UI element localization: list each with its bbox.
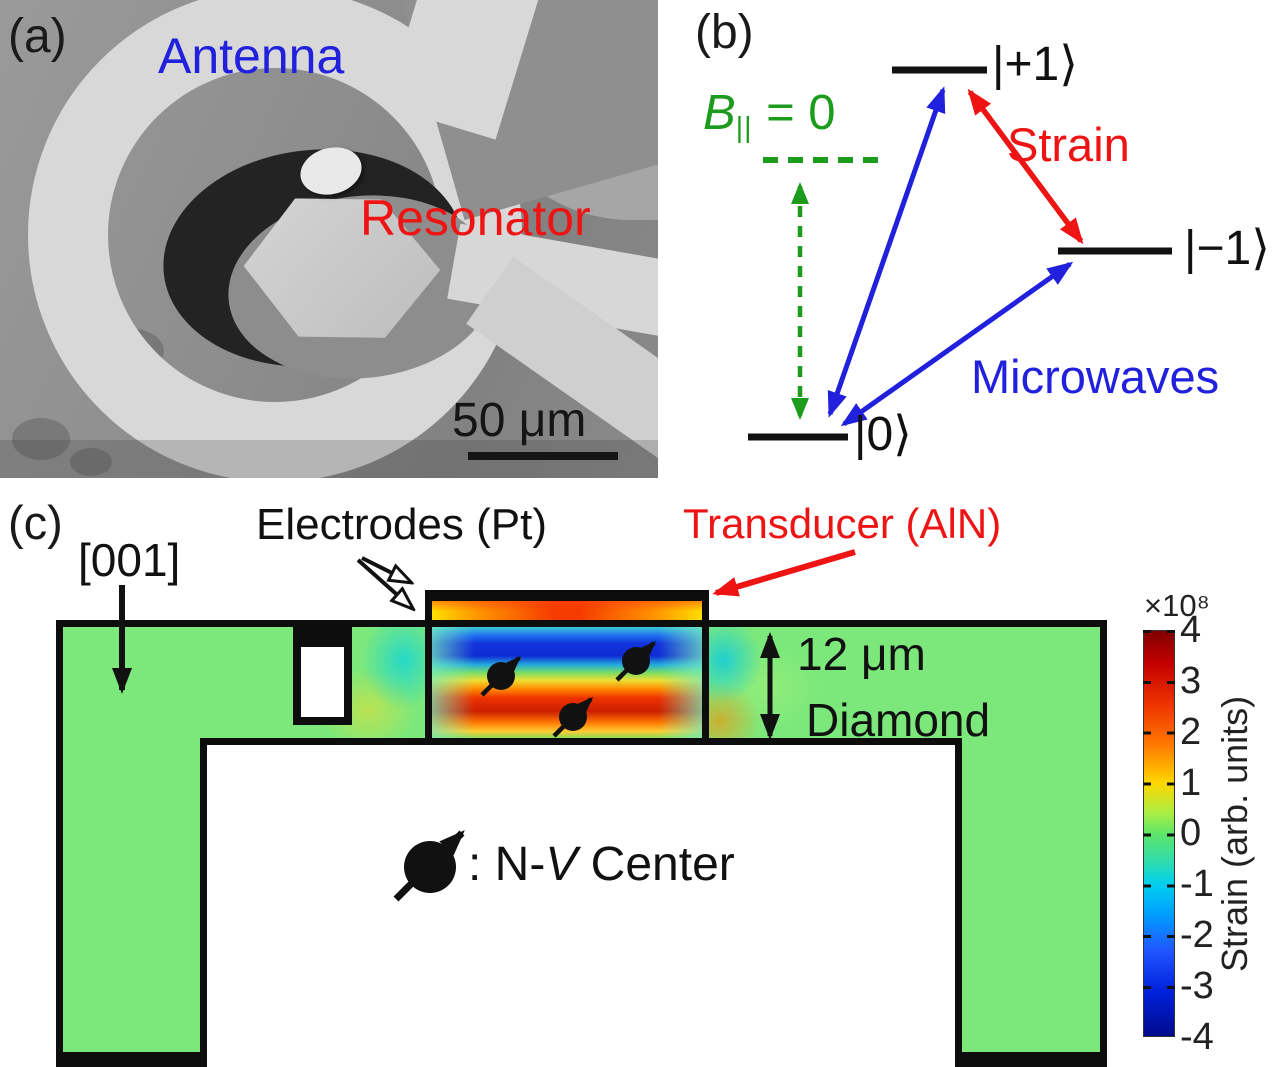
electrode-pointer-arrow-top [361,556,410,582]
colorbar-tick: -2 [1180,914,1214,956]
nv-legend-italic: V [545,838,578,891]
diamond-right-leg [955,745,1100,1052]
top-electrode-bar [425,590,709,601]
right-foot-bar [955,1052,1107,1067]
colorbar-tick: -3 [1180,965,1214,1007]
left-inner-outline [200,738,207,1052]
nv-center-icon [615,640,657,682]
panel-c-label: (c) [8,496,63,549]
panel-a-sem-image: (a) Antenna Resonator 50 μm [0,0,658,478]
left-outer-outline [56,620,63,1052]
right-inner-outline [955,738,962,1052]
ket-minus-one: |−1⟩ [1184,222,1270,275]
diamond-label: Diamond [806,694,991,746]
panel-b-energy-diagram: (b) B|| = 0 |+1⟩ |−1⟩ |0⟩ Strain Microwa… [660,0,1280,490]
colorbar-tick: 1 [1180,762,1202,804]
colorbar-tick-marks-left [1143,630,1151,1037]
etched-trench-cavity [301,647,344,717]
transducer-label: Transducer (AlN) [683,500,1002,547]
schematic-annotations-canvas [112,549,856,902]
nv-center-legend-icon [393,830,465,902]
colorbar-tick: -4 [1180,1016,1214,1058]
panel-c-device-schematic: (c) [001] Electrodes (Pt) Transducer (Al… [0,490,1280,1067]
antenna-label: Antenna [158,28,345,84]
energy-diagram-canvas [748,66,1172,441]
nv-center-icon [552,696,594,738]
resonator-label: Resonator [360,190,591,246]
microwave-arrow-zero-minus [840,261,1074,427]
membrane-bottom-outline [200,738,962,745]
nv-legend-prefix: : N- [468,838,546,891]
strain-label: Strain [1007,118,1130,171]
sem-dark-blob [70,448,112,476]
field-subscript: || [735,111,753,144]
transducer-aln-layer [432,601,702,620]
colorbar-tick: -1 [1180,863,1214,905]
nv-center-legend-label: : N-V Center [468,838,735,891]
colorbar-axis-label: Strain (arb. units) [1214,695,1255,972]
zero-field-label: B|| = 0 [703,86,836,144]
left-foot-bar [56,1052,207,1067]
panel-b-label: (b) [695,6,754,59]
ket-plus-one: |+1⟩ [992,38,1078,91]
right-outer-outline [1100,620,1107,1052]
microwaves-label: Microwaves [971,350,1220,403]
strain-arrow-plus-minus [967,88,1084,245]
colorbar-tick: 0 [1180,812,1202,854]
transducer-right-outline [702,590,709,745]
ket-zero: |0⟩ [854,408,912,461]
nv-center-icon [480,655,522,697]
thickness-label: 12 μm [797,628,926,680]
scale-bar [468,452,618,460]
nv-legend-suffix: Center [577,838,735,891]
field-equals: = 0 [752,86,836,140]
panel-a-label: (a) [8,10,67,63]
scale-bar-label: 50 μm [452,394,587,447]
colorbar-tick: 3 [1180,660,1202,702]
electrode-pointer-arrow-bottom [356,558,412,608]
crystal-direction-label: [001] [78,534,181,586]
colorbar-tick-marks-right [1167,630,1175,1037]
electrodes-label: Electrodes (Pt) [256,500,547,549]
colorbar-tick: 2 [1180,711,1202,753]
colorbar-exponent-label: ×10⁸ [1144,588,1210,623]
membrane-top-outline [56,620,1107,627]
colorbar-tick: 4 [1180,609,1202,651]
diamond-left-leg [62,745,207,1052]
field-symbol: B [703,86,736,140]
transducer-pointer-arrow [712,549,856,597]
sem-dark-blob [12,418,70,460]
transducer-left-outline [425,590,432,745]
